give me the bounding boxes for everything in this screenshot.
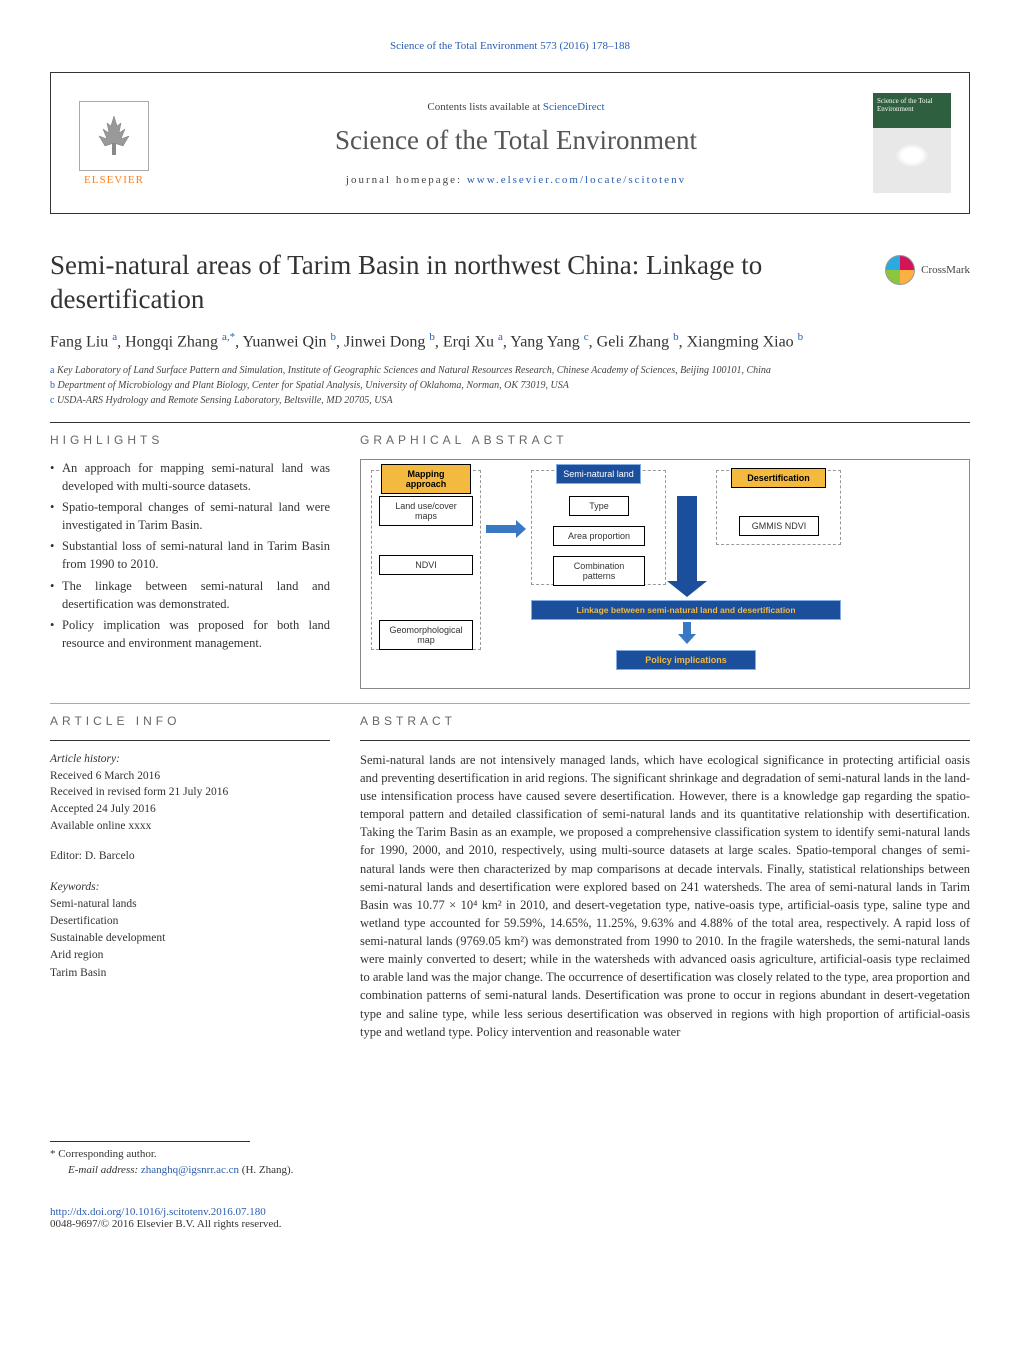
editor: Editor: D. Barcelo <box>50 848 330 865</box>
affiliation-a: Key Laboratory of Land Surface Pattern a… <box>57 365 771 376</box>
ga-arrow-icon <box>683 622 691 634</box>
footer: * Corresponding author. E-mail address: … <box>50 1141 970 1230</box>
abstract-header: ABSTRACT <box>360 714 970 728</box>
keyword: Tarim Basin <box>50 965 330 982</box>
crossmark-label: CrossMark <box>921 264 970 276</box>
ga-box-seminatural: Semi-natural land <box>556 464 641 484</box>
affil-sup: a, <box>222 331 230 343</box>
journal-header-box: ELSEVIER Contents lists available at Sci… <box>50 72 970 214</box>
accepted-date: Accepted 24 July 2016 <box>50 801 330 818</box>
author: , Geli Zhang <box>589 333 673 350</box>
highlight-item: The linkage between semi-natural land an… <box>50 577 330 613</box>
author: , Yang Yang <box>503 333 584 350</box>
affiliation-b: Department of Microbiology and Plant Bio… <box>58 380 569 391</box>
authors-list: Fang Liu a, Hongqi Zhang a,*, Yuanwei Qi… <box>50 331 970 351</box>
corresponding-author: * Corresponding author. <box>50 1148 970 1160</box>
highlights-header: HIGHLIGHTS <box>50 433 330 447</box>
affiliation-c: USDA-ARS Hydrology and Remote Sensing La… <box>57 395 393 406</box>
ga-arrow-icon <box>677 496 697 581</box>
running-header: Science of the Total Environment 573 (20… <box>50 40 970 52</box>
author: , Hongqi Zhang <box>117 333 222 350</box>
keywords-list: Semi-natural lands Desertification Susta… <box>50 896 330 982</box>
affil-sup: b <box>798 331 804 343</box>
sciencedirect-link[interactable]: ScienceDirect <box>543 101 605 113</box>
keywords-label: Keywords: <box>50 879 330 896</box>
elsevier-logo: ELSEVIER <box>69 93 159 193</box>
abstract-text: Semi-natural lands are not intensively m… <box>360 751 970 1041</box>
received-date: Received 6 March 2016 <box>50 768 330 785</box>
keyword: Desertification <box>50 913 330 930</box>
online-date: Available online xxxx <box>50 818 330 835</box>
homepage-prefix: journal homepage: <box>346 174 467 186</box>
crossmark-icon <box>885 255 915 285</box>
highlights-list: An approach for mapping semi-natural lan… <box>50 459 330 652</box>
author: , Jinwei Dong <box>336 333 429 350</box>
ga-box-geomorph: Geomorphological map <box>379 620 473 650</box>
highlight-item: Policy implication was proposed for both… <box>50 616 330 652</box>
ga-box-ndvi: NDVI <box>379 555 473 575</box>
ga-box-mapping: Mapping approach <box>381 464 471 494</box>
ga-box-policy: Policy implications <box>616 650 756 670</box>
keyword: Sustainable development <box>50 930 330 947</box>
ga-box-landuse: Land use/cover maps <box>379 496 473 526</box>
ga-box-desert: Desertification <box>731 468 826 488</box>
revised-date: Received in revised form 21 July 2016 <box>50 784 330 801</box>
keyword: Arid region <box>50 947 330 964</box>
ga-box-type: Type <box>569 496 629 516</box>
keyword: Semi-natural lands <box>50 896 330 913</box>
homepage-link[interactable]: www.elsevier.com/locate/scitotenv <box>467 174 686 186</box>
highlight-item: Spatio-temporal changes of semi-natural … <box>50 498 330 534</box>
crossmark-badge[interactable]: CrossMark <box>885 255 970 285</box>
graphical-abstract-header: GRAPHICAL ABSTRACT <box>360 433 970 447</box>
email-line: E-mail address: zhanghq@igsnrr.ac.cn (H.… <box>50 1164 970 1176</box>
article-title: Semi-natural areas of Tarim Basin in nor… <box>50 249 885 317</box>
graphical-abstract: Mapping approach Semi-natural land Deser… <box>360 459 970 689</box>
elsevier-tree-icon <box>79 101 149 171</box>
ga-box-gmmis: GMMIS NDVI <box>739 516 819 536</box>
affiliations: a Key Laboratory of Land Surface Pattern… <box>50 363 970 408</box>
ga-box-combo: Combination patterns <box>553 556 645 586</box>
author: , Yuanwei Qin <box>235 333 330 350</box>
author: , Xiangming Xiao <box>679 333 798 350</box>
ga-box-area: Area proportion <box>553 526 645 546</box>
author: Fang Liu <box>50 333 112 350</box>
article-history: Article history: Received 6 March 2016 R… <box>50 751 330 834</box>
highlight-item: Substantial loss of semi-natural land in… <box>50 537 330 573</box>
issn-copyright: 0048-9697/© 2016 Elsevier B.V. All right… <box>50 1218 970 1230</box>
ga-box-linkage: Linkage between semi-natural land and de… <box>531 600 841 620</box>
email-label: E-mail address: <box>68 1164 141 1176</box>
history-label: Article history: <box>50 751 330 768</box>
cover-text: Science of the Total Environment <box>877 97 933 113</box>
ga-arrow-icon <box>486 525 516 533</box>
email-suffix: (H. Zhang). <box>239 1164 293 1176</box>
author: , Erqi Xu <box>435 333 498 350</box>
contents-prefix: Contents lists available at <box>427 101 542 113</box>
doi-link[interactable]: http://dx.doi.org/10.1016/j.scitotenv.20… <box>50 1206 266 1218</box>
contents-line: Contents lists available at ScienceDirec… <box>159 101 873 113</box>
article-info-header: ARTICLE INFO <box>50 714 330 728</box>
journal-title: Science of the Total Environment <box>159 125 873 156</box>
journal-cover-thumb: Science of the Total Environment <box>873 93 951 193</box>
elsevier-text: ELSEVIER <box>84 174 144 186</box>
email-link[interactable]: zhanghq@igsnrr.ac.cn <box>141 1164 239 1176</box>
highlight-item: An approach for mapping semi-natural lan… <box>50 459 330 495</box>
journal-homepage: journal homepage: www.elsevier.com/locat… <box>159 174 873 186</box>
